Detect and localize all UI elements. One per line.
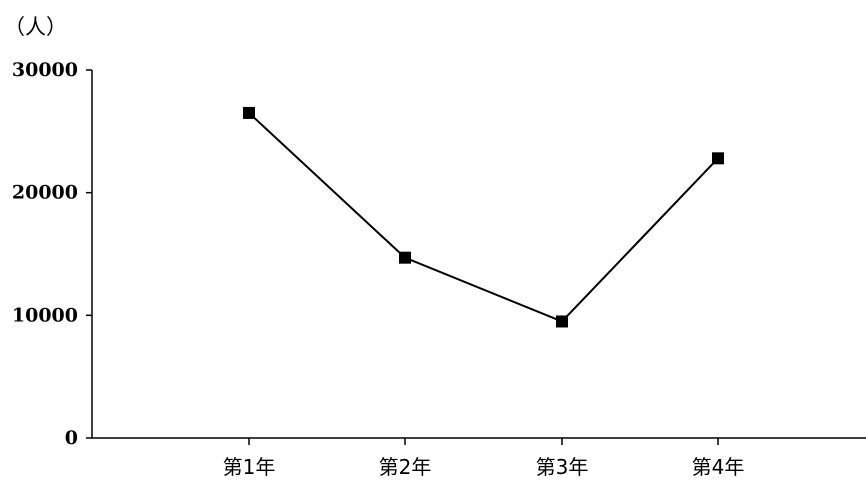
y-axis-ticks: 0 10000 20000 30000 bbox=[12, 59, 92, 449]
x-axis-ticks: 第1年 第2年 第3年 第4年 bbox=[223, 438, 745, 479]
data-point-marker bbox=[399, 251, 411, 264]
x-tick-label: 第3年 bbox=[536, 455, 589, 479]
y-tick-label: 20000 bbox=[12, 182, 78, 204]
data-point-marker bbox=[556, 315, 568, 328]
y-tick-label: 0 bbox=[65, 427, 78, 449]
y-tick-label: 10000 bbox=[12, 304, 78, 326]
data-point-marker bbox=[243, 106, 255, 119]
data-point-marker bbox=[712, 152, 724, 165]
x-tick-label: 第1年 bbox=[223, 455, 276, 479]
y-axis-unit-label: （人） bbox=[4, 15, 67, 39]
series-line bbox=[248, 112, 719, 323]
y-tick-label: 30000 bbox=[12, 59, 78, 81]
series-markers bbox=[243, 106, 724, 328]
x-tick-label: 第2年 bbox=[379, 455, 432, 479]
x-tick-label: 第4年 bbox=[692, 455, 745, 479]
